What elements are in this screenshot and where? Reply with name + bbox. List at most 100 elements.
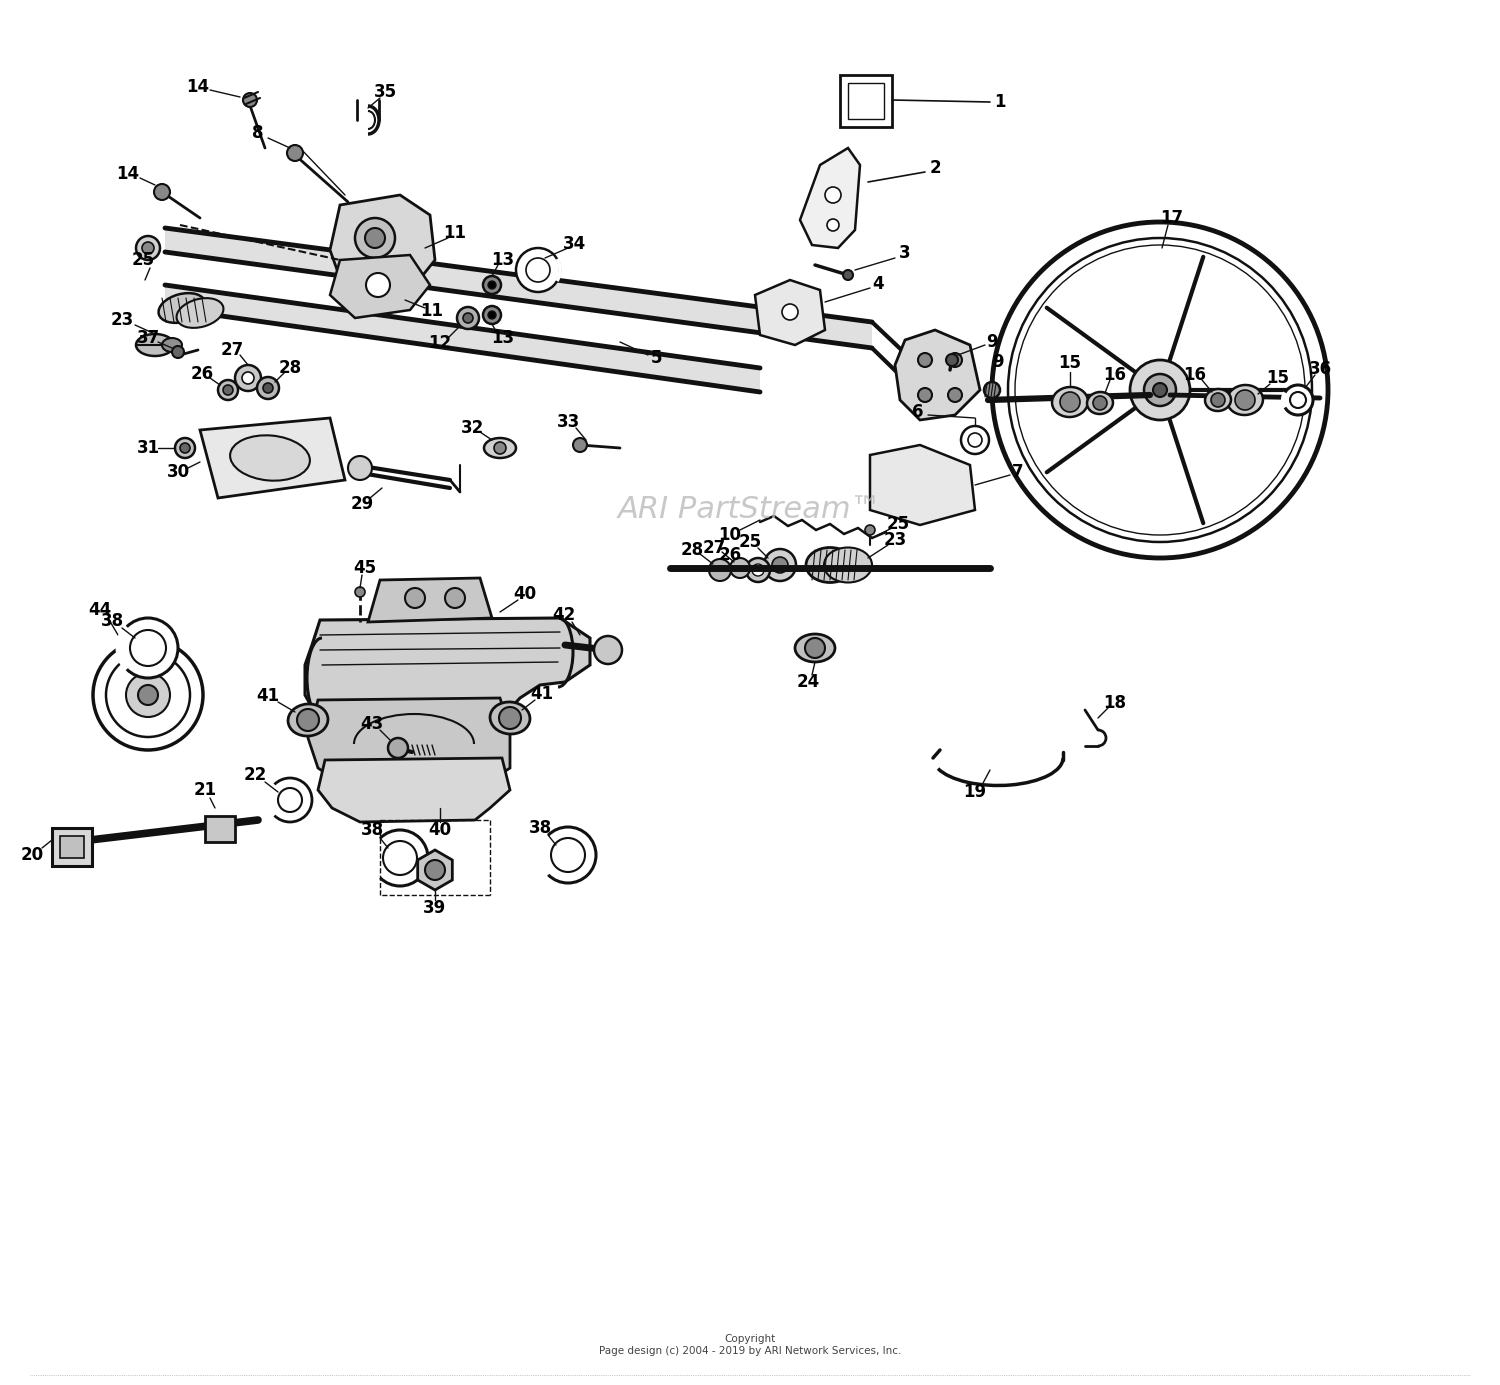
Text: 22: 22 [243, 766, 267, 784]
Circle shape [526, 258, 550, 283]
Text: 14: 14 [186, 78, 210, 96]
Circle shape [297, 709, 320, 731]
Text: 9: 9 [986, 332, 998, 350]
Circle shape [483, 306, 501, 324]
Circle shape [730, 558, 750, 578]
Text: ARI PartStream™: ARI PartStream™ [618, 496, 882, 525]
Circle shape [1060, 392, 1080, 411]
Text: 20: 20 [21, 846, 44, 864]
Circle shape [176, 438, 195, 458]
Circle shape [594, 636, 622, 663]
Circle shape [1144, 374, 1176, 406]
Circle shape [118, 618, 178, 679]
Circle shape [500, 706, 520, 729]
Polygon shape [200, 418, 345, 499]
Text: 17: 17 [1161, 209, 1184, 227]
Text: 15: 15 [1266, 368, 1290, 386]
Circle shape [992, 222, 1328, 558]
Text: 9: 9 [992, 353, 1004, 371]
Circle shape [243, 93, 256, 107]
Bar [206, 816, 236, 842]
Polygon shape [896, 330, 980, 420]
Bar [60, 837, 84, 857]
Circle shape [93, 640, 202, 751]
Text: 15: 15 [1059, 355, 1082, 373]
Circle shape [126, 673, 170, 717]
Ellipse shape [230, 435, 310, 481]
Circle shape [948, 353, 962, 367]
Circle shape [962, 427, 988, 454]
Circle shape [224, 385, 232, 395]
Circle shape [106, 652, 190, 737]
Circle shape [1282, 385, 1312, 416]
Text: 11: 11 [420, 302, 444, 320]
Text: 12: 12 [429, 334, 451, 352]
Circle shape [256, 377, 279, 399]
Circle shape [366, 273, 390, 296]
Text: 38: 38 [360, 821, 384, 839]
Ellipse shape [824, 547, 872, 583]
Polygon shape [318, 758, 510, 823]
Circle shape [1130, 360, 1190, 420]
Text: 1: 1 [994, 93, 1005, 111]
Text: 41: 41 [256, 687, 279, 705]
Circle shape [488, 312, 496, 319]
Polygon shape [417, 850, 453, 891]
Text: 35: 35 [374, 83, 396, 101]
Text: 24: 24 [796, 673, 819, 691]
Text: 16: 16 [1104, 366, 1126, 384]
Ellipse shape [1204, 389, 1231, 411]
Circle shape [516, 248, 560, 292]
Text: 33: 33 [556, 413, 579, 431]
Circle shape [458, 307, 478, 330]
Text: 42: 42 [552, 607, 576, 625]
Circle shape [946, 355, 958, 366]
Text: 26: 26 [190, 366, 213, 384]
Text: 34: 34 [564, 235, 586, 253]
Ellipse shape [159, 294, 206, 323]
Text: 13: 13 [492, 251, 514, 269]
Text: 19: 19 [963, 783, 987, 801]
Text: 16: 16 [1184, 366, 1206, 384]
Text: 38: 38 [528, 819, 552, 837]
Circle shape [550, 838, 585, 873]
Text: 38: 38 [100, 612, 123, 630]
Circle shape [388, 738, 408, 758]
Circle shape [217, 379, 238, 400]
Circle shape [843, 270, 854, 280]
Ellipse shape [288, 704, 328, 735]
Ellipse shape [795, 634, 836, 662]
Circle shape [348, 456, 372, 481]
Text: 10: 10 [718, 526, 741, 544]
Text: 18: 18 [1104, 694, 1126, 712]
Text: 8: 8 [252, 125, 264, 143]
Circle shape [180, 443, 190, 453]
Circle shape [424, 860, 445, 879]
Circle shape [154, 184, 170, 199]
Polygon shape [754, 280, 825, 345]
Text: 7: 7 [1013, 463, 1025, 481]
Circle shape [1290, 392, 1306, 409]
Text: 25: 25 [738, 533, 762, 551]
Ellipse shape [490, 702, 530, 734]
Circle shape [1016, 245, 1305, 535]
Circle shape [464, 313, 472, 323]
Circle shape [573, 438, 586, 452]
Text: Copyright
Page design (c) 2004 - 2019 by ARI Network Services, Inc.: Copyright Page design (c) 2004 - 2019 by… [598, 1334, 902, 1356]
Text: 14: 14 [117, 165, 140, 183]
Circle shape [405, 589, 424, 608]
Ellipse shape [162, 338, 182, 352]
Text: 29: 29 [351, 494, 374, 512]
Polygon shape [308, 698, 510, 789]
Circle shape [494, 442, 506, 454]
Circle shape [764, 548, 796, 580]
Text: 31: 31 [136, 439, 159, 457]
Text: 41: 41 [531, 686, 554, 704]
Circle shape [382, 841, 417, 875]
Circle shape [806, 638, 825, 658]
Polygon shape [165, 229, 872, 348]
Circle shape [136, 235, 160, 260]
Text: 5: 5 [651, 349, 662, 367]
Text: 45: 45 [354, 560, 376, 578]
Circle shape [1210, 393, 1225, 407]
